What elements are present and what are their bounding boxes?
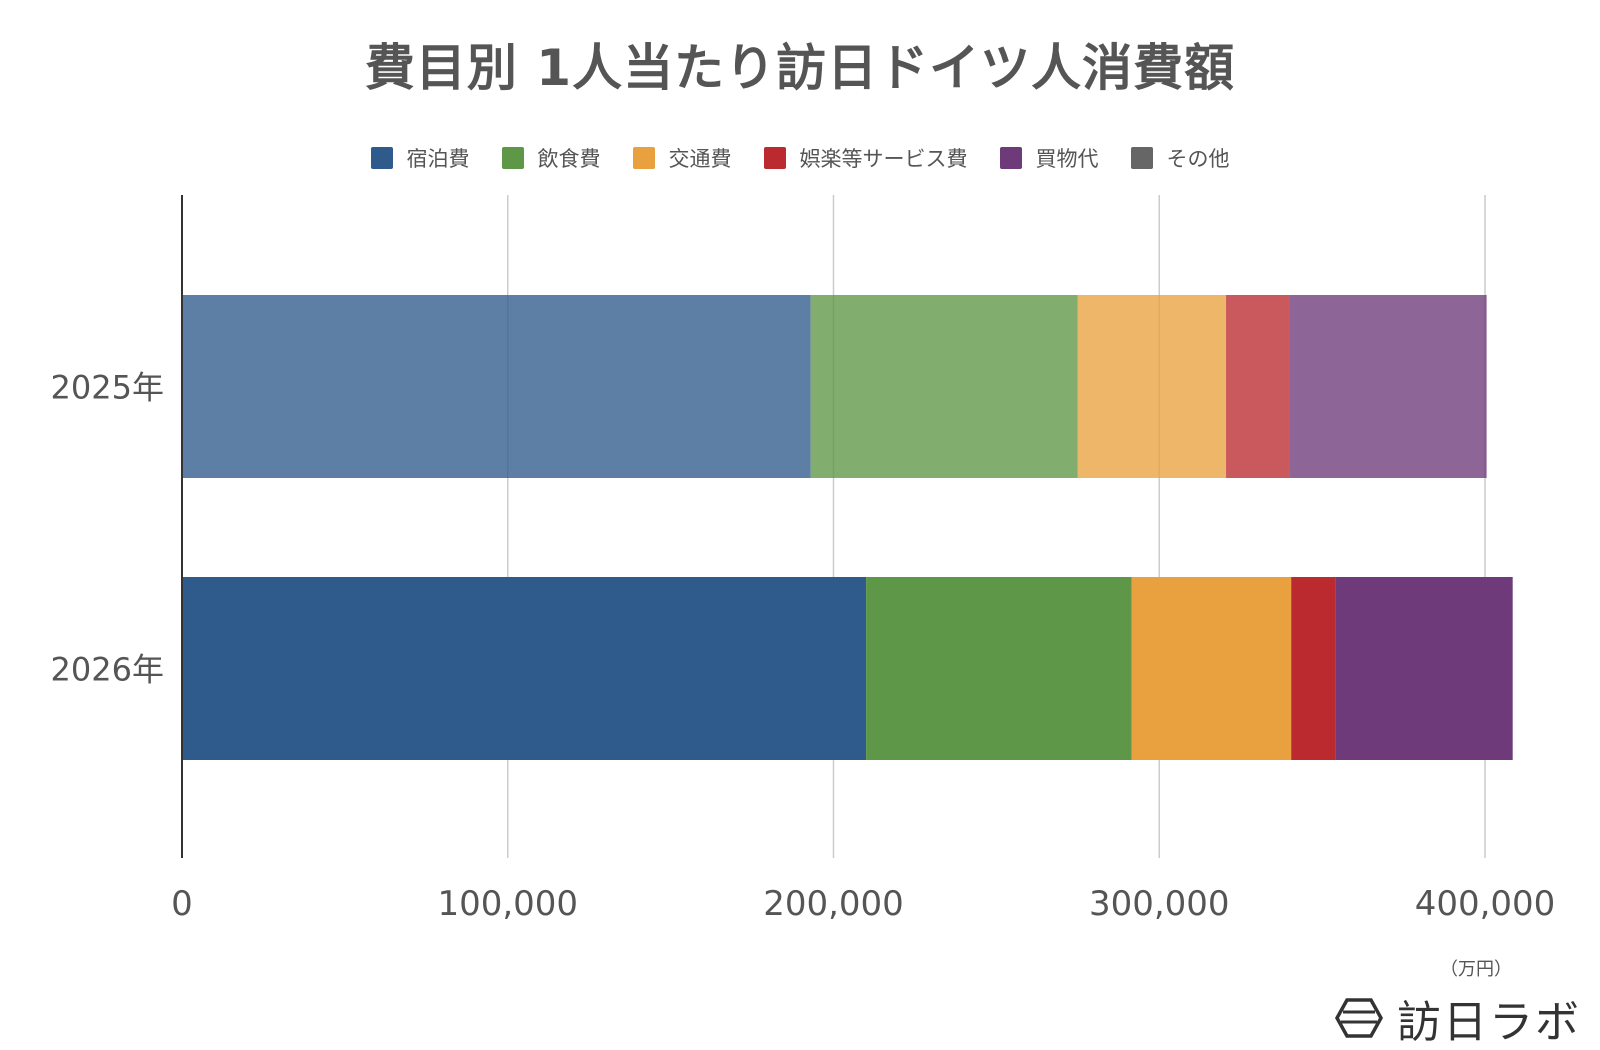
logo-hexagon-icon [1335,998,1383,1038]
legend-item: 宿泊費 [370,143,470,173]
legend-swatch [501,147,524,169]
bar-segment [866,577,1132,760]
x-axis-unit-label: （万円） [1440,959,1512,980]
legend-item: 飲食費 [501,143,601,173]
bar-segment [1289,295,1487,478]
legend-label: 娯楽等サービス費 [799,147,968,171]
bar-segment [182,295,811,478]
legend-label: その他 [1166,147,1230,171]
legend-label: 買物代 [1035,147,1099,171]
legend-item: その他 [1130,143,1230,173]
x-tick-label: 400,000 [1415,884,1556,924]
bar-segment [1077,295,1227,478]
legend-label: 宿泊費 [406,147,470,171]
x-tick-label: 100,000 [437,884,578,924]
bar-segment [1291,577,1336,760]
legend-swatch [999,147,1022,169]
bar-segment [182,577,867,760]
logo-text: 訪日ラボ [1397,997,1581,1048]
bar-segment [1226,295,1290,478]
legend-label: 飲食費 [537,147,601,171]
legend-label: 交通費 [668,147,732,171]
legend-swatch [763,147,786,169]
legend-item: 交通費 [632,143,732,173]
legend-swatch [370,147,393,169]
legend-item: 買物代 [999,143,1099,173]
x-tick-label: 200,000 [763,884,904,924]
y-tick-label: 2026年 [51,651,164,689]
chart-legend: 宿泊費 飲食費 交通費 娯楽等サービス費 買物代 その他 [0,140,1600,176]
chart-title: 費目別 1人当たり訪日ドイツ人消費額 [364,39,1236,97]
bar-segment [810,295,1078,478]
brand-logo: 訪日ラボ [1335,993,1581,1048]
legend-swatch [632,147,655,169]
x-tick-label: 300,000 [1089,884,1230,924]
y-tick-label: 2025年 [51,369,164,407]
legend-item: 娯楽等サービス費 [763,143,968,173]
legend-swatch [1130,147,1153,169]
x-tick-label: 0 [171,884,193,924]
bar-segment [1335,577,1513,760]
bar-segment [1131,577,1292,760]
